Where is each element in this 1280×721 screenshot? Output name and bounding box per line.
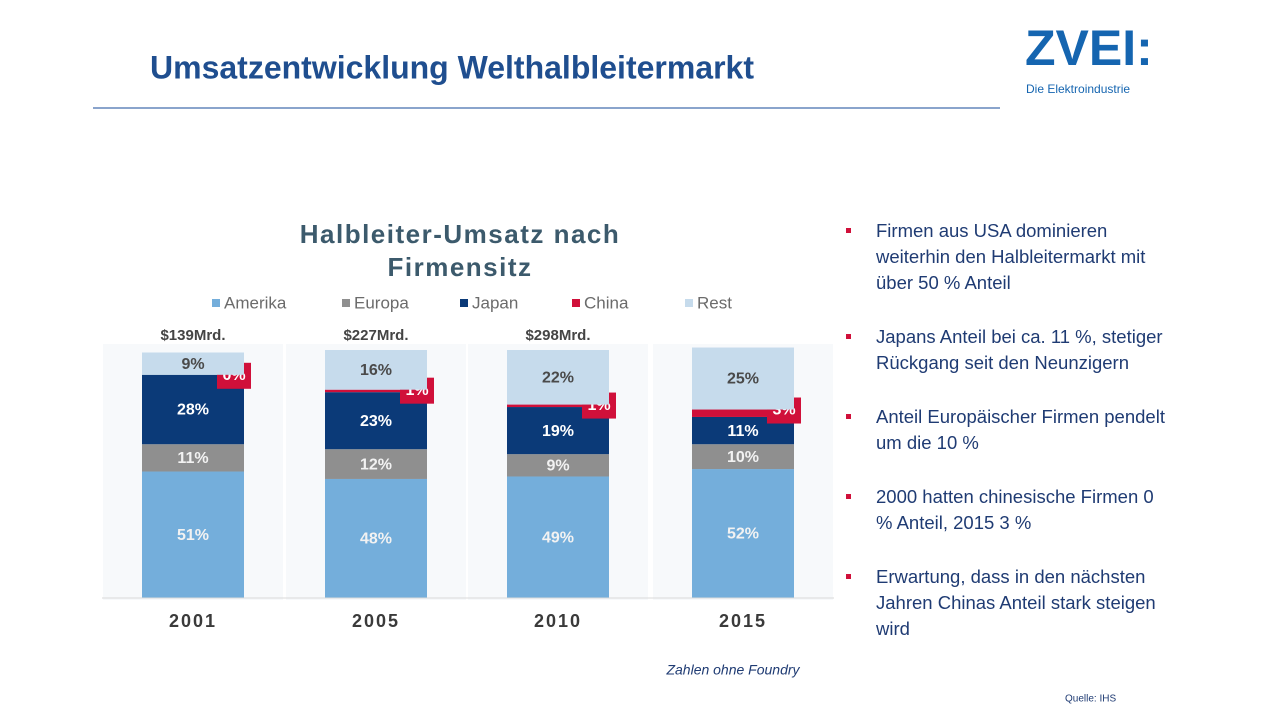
bar-segment bbox=[142, 471, 244, 598]
value-label: 11% bbox=[177, 450, 208, 467]
source: Quelle: IHS bbox=[1065, 694, 1116, 705]
x-tick-label: 2001 bbox=[169, 611, 217, 631]
bullet: Erwartung, dass in den nächsten Jahren C… bbox=[846, 564, 1166, 642]
total-label: $298Mrd. bbox=[525, 327, 590, 344]
legend-swatch bbox=[685, 299, 693, 307]
value-label: 12% bbox=[360, 456, 392, 473]
bullet: 2000 hatten chinesische Firmen 0 % Antei… bbox=[846, 484, 1166, 536]
bullet: Firmen aus USA dominieren weiterhin den … bbox=[846, 218, 1166, 296]
bar-segment bbox=[142, 444, 244, 472]
bar-segment bbox=[507, 350, 609, 405]
slide-title: Umsatzentwicklung Welthalbleitermarkt bbox=[150, 49, 754, 85]
value-label: 51% bbox=[177, 527, 209, 544]
bar-segment bbox=[692, 469, 794, 598]
legend-label: Amerika bbox=[224, 293, 287, 312]
legend-swatch bbox=[572, 299, 580, 307]
logo-subtitle: Die Elektroindustrie bbox=[1026, 82, 1130, 96]
value-label: 10% bbox=[727, 449, 759, 466]
value-label: 19% bbox=[542, 423, 574, 440]
value-label: 52% bbox=[727, 526, 759, 543]
value-label: 28% bbox=[177, 402, 209, 419]
value-label: 25% bbox=[727, 371, 759, 388]
bullet: Anteil Europäischer Firmen pendelt um di… bbox=[846, 404, 1166, 456]
x-tick-label: 2015 bbox=[719, 611, 767, 631]
bar-segment bbox=[325, 478, 427, 598]
footnote: Zahlen ohne Foundry bbox=[665, 662, 800, 678]
value-label: 16% bbox=[360, 362, 392, 379]
value-label: 22% bbox=[542, 369, 574, 386]
legend-label: Japan bbox=[472, 293, 518, 312]
legend-label: Rest bbox=[697, 293, 732, 312]
legend-swatch bbox=[212, 299, 220, 307]
logo: ZVEI: bbox=[1025, 20, 1153, 76]
legend-label: Europa bbox=[354, 293, 409, 312]
x-tick-label: 2010 bbox=[534, 611, 582, 631]
value-label: 9% bbox=[546, 458, 569, 475]
bar-segment bbox=[507, 454, 609, 477]
x-tick-label: 2005 bbox=[352, 611, 400, 631]
bar-segment bbox=[692, 444, 794, 470]
value-label: 23% bbox=[360, 413, 392, 430]
total-label: $139Mrd. bbox=[160, 327, 225, 344]
bar-segment bbox=[325, 350, 427, 390]
bar-segment bbox=[692, 347, 794, 410]
value-label: 9% bbox=[181, 356, 204, 373]
chart-title: Halbleiter-Umsatz nach Firmensitz bbox=[299, 219, 621, 282]
value-label: 11% bbox=[727, 423, 758, 440]
bar-segment bbox=[507, 476, 609, 598]
bar-segment bbox=[142, 352, 244, 375]
value-label: 48% bbox=[360, 531, 392, 548]
value-label: 49% bbox=[542, 529, 574, 546]
total-label: $227Mrd. bbox=[343, 327, 408, 344]
legend-label: China bbox=[584, 293, 629, 312]
bar-segment bbox=[692, 409, 794, 417]
legend-swatch bbox=[460, 299, 468, 307]
bullet-list: Firmen aus USA dominieren weiterhin den … bbox=[846, 218, 1166, 670]
bar-segment bbox=[325, 389, 427, 393]
legend-swatch bbox=[342, 299, 350, 307]
bar-segment bbox=[325, 449, 427, 479]
bullet: Japans Anteil bei ca. 11 %, stetiger Rüc… bbox=[846, 324, 1166, 376]
bar-segment bbox=[507, 404, 609, 408]
